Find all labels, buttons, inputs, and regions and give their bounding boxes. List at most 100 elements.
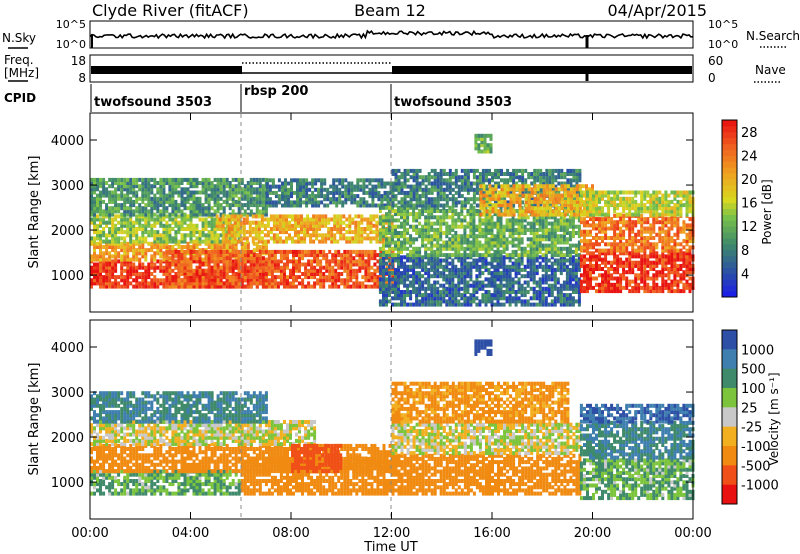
data-cell <box>198 275 202 280</box>
data-cell <box>195 249 199 254</box>
data-cell <box>286 265 289 270</box>
data-cell <box>171 217 175 222</box>
data-cell <box>204 193 208 198</box>
data-cell <box>348 236 352 241</box>
data-cell <box>400 255 403 260</box>
data-cell <box>499 249 503 254</box>
data-cell <box>424 267 428 272</box>
data-cell <box>415 224 419 229</box>
data-cell <box>523 286 527 291</box>
data-cell <box>532 277 536 282</box>
data-cell <box>472 240 476 245</box>
data-cell <box>349 278 353 283</box>
data-cell <box>177 262 181 267</box>
data-cell <box>496 267 500 272</box>
data-cell <box>123 241 127 246</box>
data-cell <box>141 209 145 214</box>
data-cell <box>195 206 199 211</box>
data-cell <box>183 262 187 267</box>
data-cell <box>246 193 250 198</box>
data-cell <box>225 203 229 208</box>
data-cell <box>192 233 196 238</box>
data-cell <box>511 240 515 245</box>
data-cell <box>400 280 403 285</box>
data-cell <box>508 290 512 294</box>
data-cell <box>292 262 295 267</box>
data-cell <box>225 199 229 204</box>
data-cell <box>508 253 512 258</box>
data-cell <box>177 259 181 264</box>
data-cell <box>213 236 217 241</box>
data-cell <box>508 274 512 279</box>
data-cell <box>222 245 226 249</box>
data-cell <box>439 283 443 288</box>
data-cell <box>234 281 238 286</box>
data-cell <box>343 268 347 273</box>
data-cell <box>177 272 181 276</box>
data-cell <box>454 302 458 307</box>
data-cell <box>195 181 199 185</box>
data-cell <box>218 220 222 225</box>
data-cell <box>550 227 554 232</box>
data-cell <box>418 302 422 307</box>
data-cell <box>337 275 341 280</box>
data-cell <box>400 243 403 248</box>
data-cell <box>436 178 440 183</box>
data-cell <box>406 246 410 251</box>
data-cell <box>493 277 497 282</box>
data-cell <box>385 231 388 235</box>
data-cell <box>272 223 276 228</box>
data-cell <box>553 271 557 276</box>
data-cell <box>108 206 112 211</box>
data-cell <box>412 253 416 258</box>
data-cell <box>354 239 358 244</box>
data-cell <box>418 227 422 232</box>
data-cell <box>189 220 193 225</box>
data-cell <box>364 265 368 270</box>
data-cell <box>529 264 533 269</box>
data-cell <box>538 296 542 301</box>
data-cell <box>345 217 349 222</box>
data-cell <box>338 187 342 192</box>
data-cell <box>424 234 428 239</box>
data-cell <box>108 272 112 276</box>
data-cell <box>523 246 527 251</box>
data-cell <box>141 241 145 246</box>
data-cell <box>400 187 404 192</box>
data-cell <box>529 286 533 291</box>
data-cell <box>245 214 249 219</box>
data-cell <box>144 193 148 198</box>
data-cell <box>424 299 428 304</box>
data-cell <box>168 249 172 254</box>
data-cell <box>371 184 375 189</box>
data-cell <box>258 268 262 273</box>
data-cell <box>153 284 157 289</box>
data-cell <box>556 224 560 229</box>
data-cell <box>312 214 316 219</box>
data-cell <box>466 209 470 213</box>
data-cell <box>249 203 253 208</box>
data-cell <box>153 236 157 241</box>
data-cell <box>466 290 470 294</box>
data-cell <box>451 261 455 266</box>
data-cell <box>126 284 130 289</box>
data-cell <box>568 218 572 223</box>
data-cell <box>225 281 229 286</box>
data-cell <box>415 264 419 269</box>
data-cell <box>156 209 160 214</box>
data-cell <box>442 240 446 245</box>
data-cell <box>267 259 271 264</box>
data-cell <box>252 256 256 261</box>
data-cell <box>451 218 455 223</box>
data-cell <box>108 193 112 198</box>
data-cell <box>412 209 416 213</box>
data-cell <box>499 271 503 276</box>
data-cell <box>237 203 241 208</box>
data-cell <box>577 218 581 223</box>
data-cell <box>508 302 512 307</box>
data-cell <box>198 203 202 208</box>
data-cell <box>562 224 566 229</box>
data-cell <box>350 184 354 189</box>
data-cell <box>366 236 370 241</box>
data-cell <box>265 200 269 205</box>
